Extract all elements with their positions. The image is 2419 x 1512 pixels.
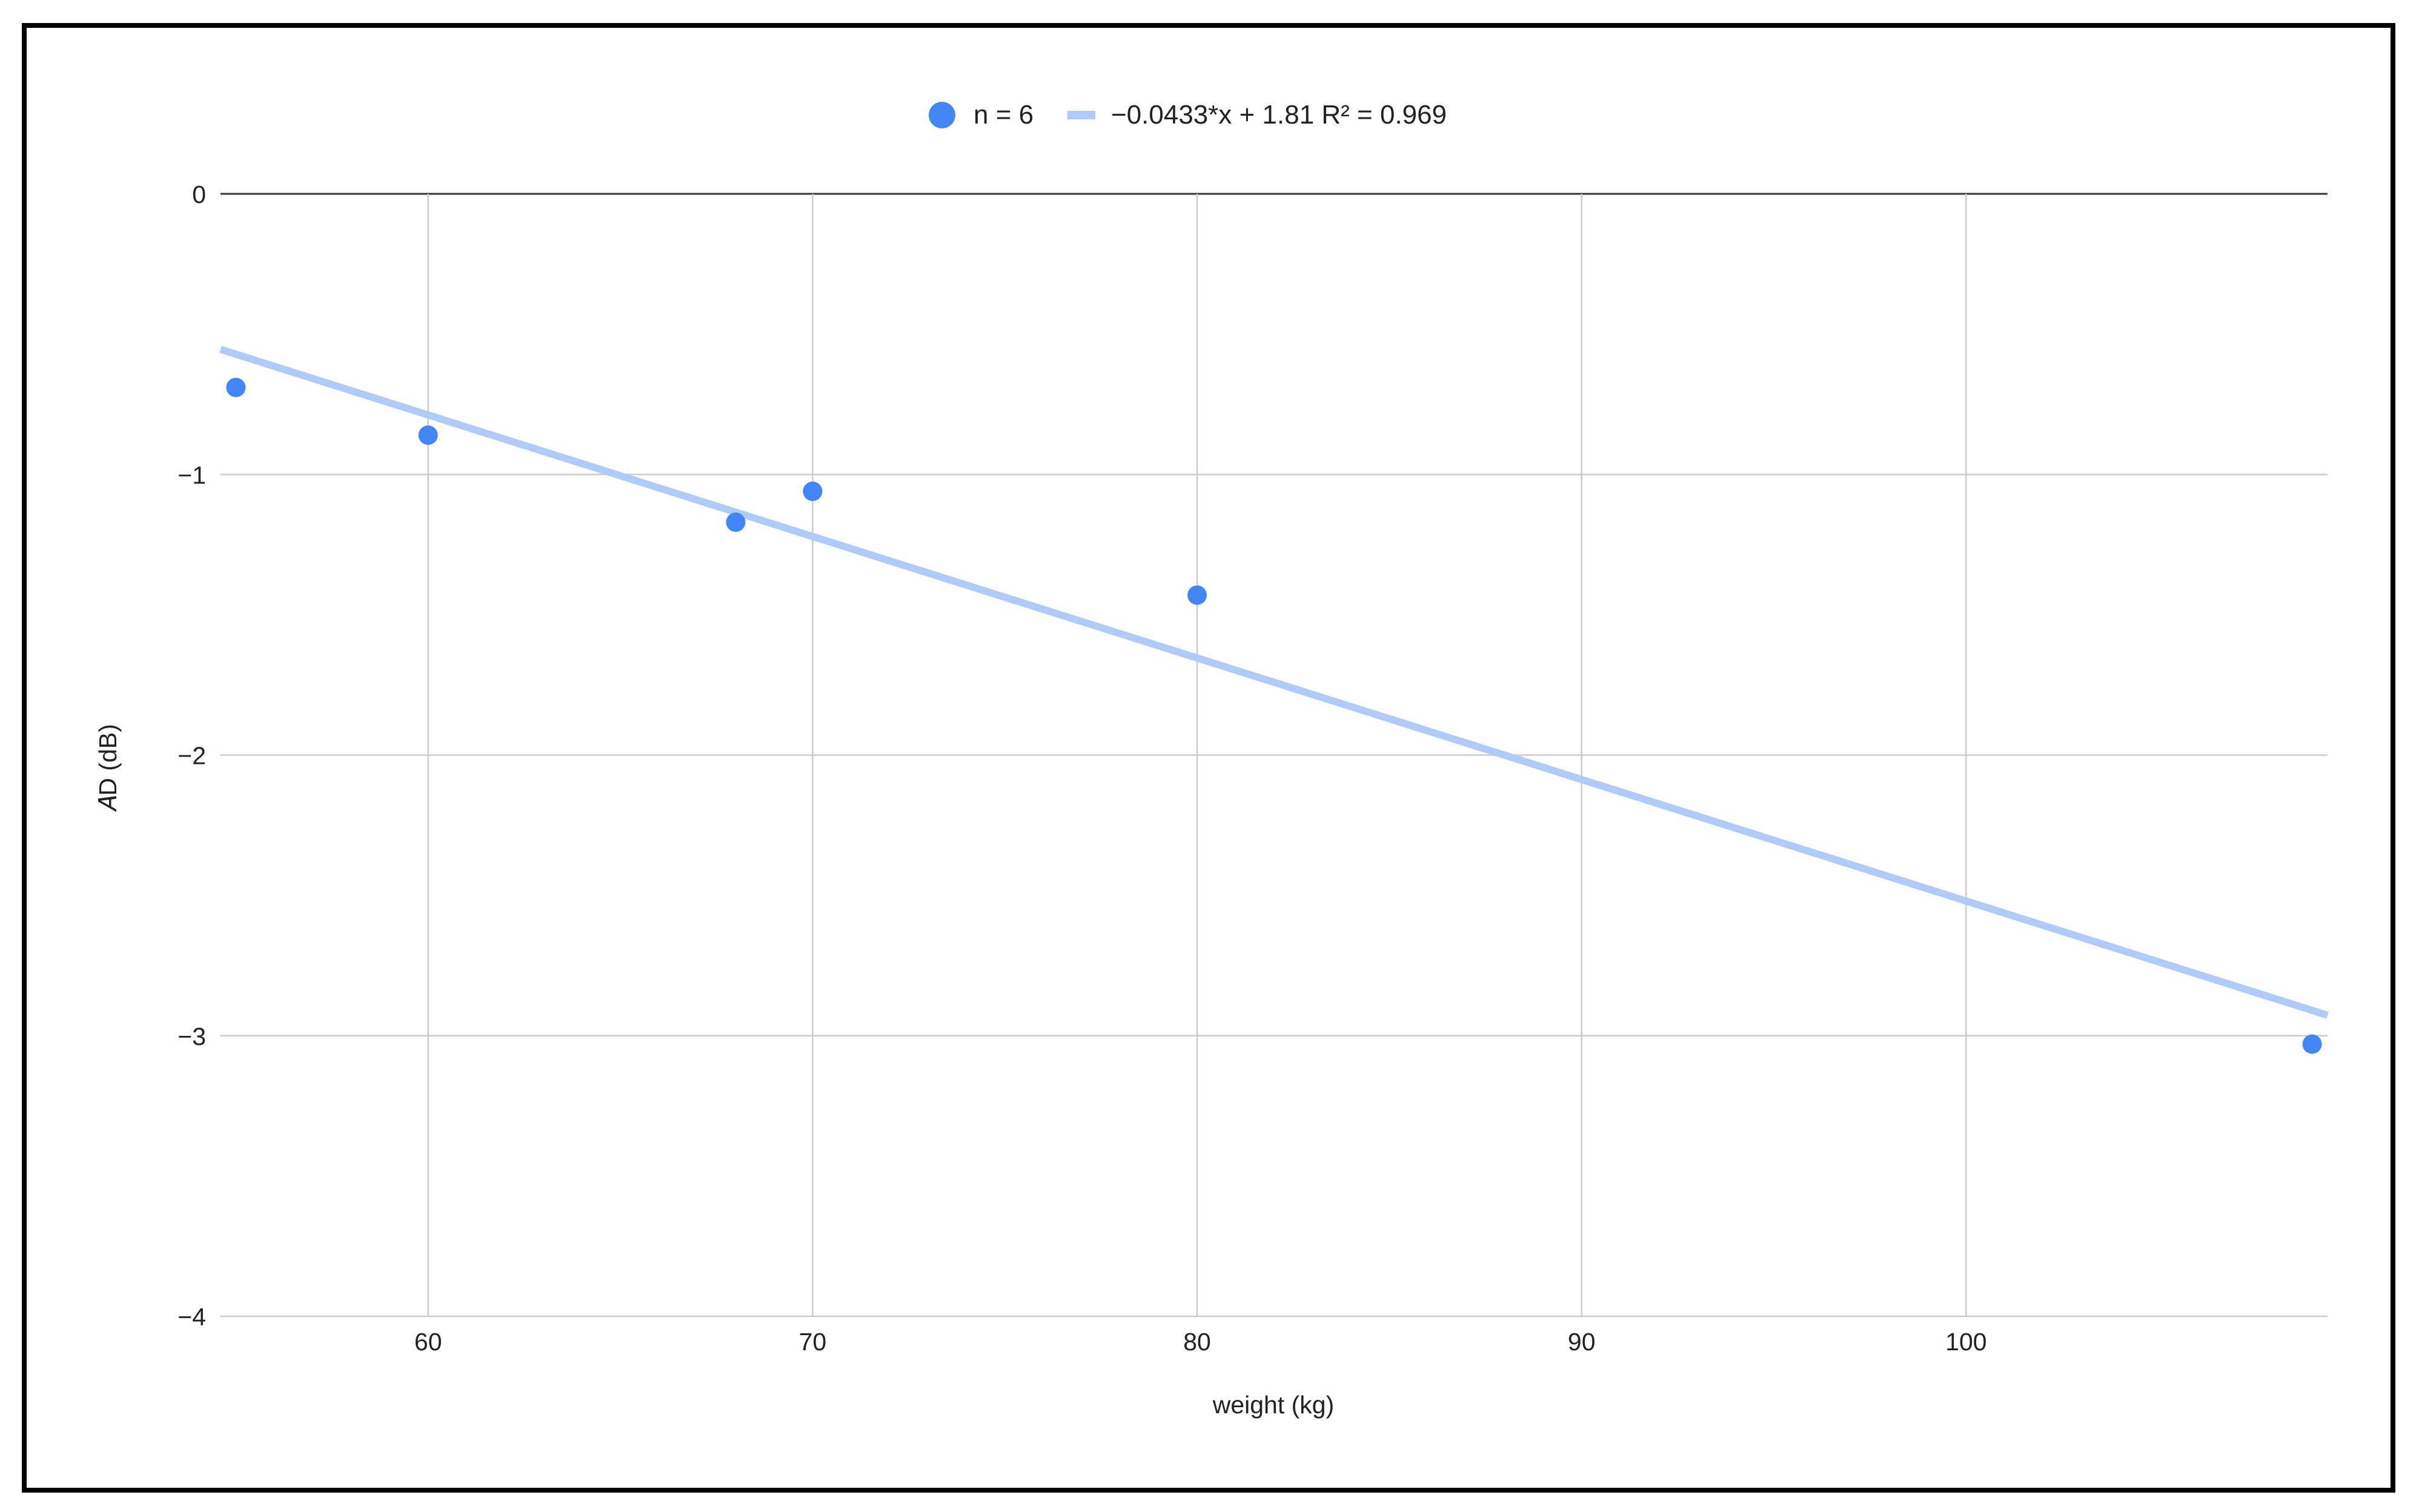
trendline-layer	[219, 346, 2329, 1019]
legend: n = 6 −0.0433*x + 1.81 R² = 0.969	[929, 100, 1447, 130]
data-point	[226, 377, 246, 397]
data-point	[418, 425, 438, 445]
tick-labels: 0 −1 −2 −3 −4 60 70 80 90 100	[178, 181, 1986, 1356]
data-point	[803, 482, 823, 502]
data-point	[726, 512, 746, 532]
x-tick-label: 100	[1945, 1328, 1986, 1356]
x-tick-label: 70	[799, 1328, 827, 1356]
y-tick-label: −2	[178, 742, 206, 770]
y-tick-label: 0	[192, 181, 206, 208]
x-tick-label: 90	[1568, 1328, 1596, 1356]
x-tick-label: 80	[1183, 1328, 1211, 1356]
legend-point-marker	[929, 102, 955, 128]
legend-series-label: n = 6	[974, 100, 1034, 130]
x-axis-label: weight (kg)	[1212, 1391, 1335, 1419]
data-points	[226, 377, 2322, 1054]
legend-trendline-label: −0.0433*x + 1.81 R² = 0.969	[1111, 100, 1447, 130]
trendline	[219, 346, 2329, 1019]
y-axis-label: 𝐴D (dB)	[94, 724, 122, 812]
data-point	[1187, 585, 1207, 605]
x-tick-label: 60	[414, 1328, 442, 1356]
y-tick-label: −3	[178, 1023, 206, 1050]
data-point	[2302, 1034, 2322, 1054]
chart-frame	[22, 23, 2395, 1493]
grid-lines	[221, 193, 2328, 1318]
y-tick-label: −4	[178, 1303, 206, 1331]
y-tick-label: −1	[178, 461, 206, 489]
